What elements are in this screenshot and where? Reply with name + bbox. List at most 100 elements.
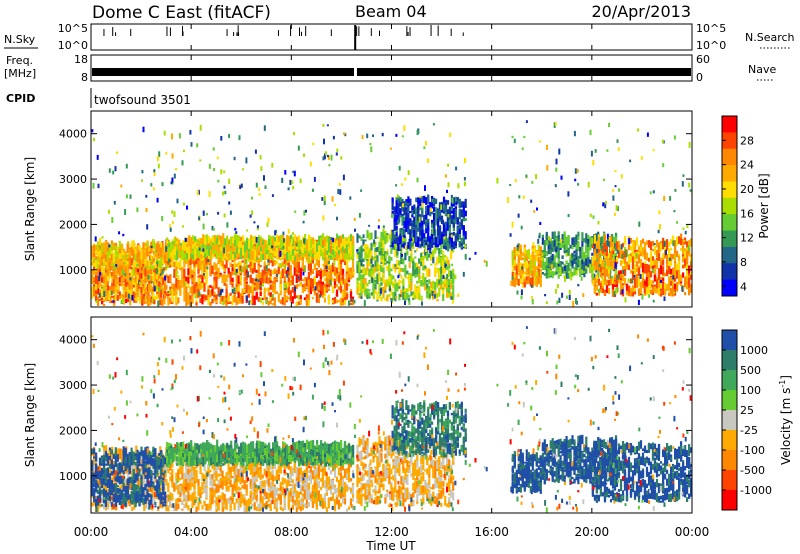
power-cell [603,291,607,295]
power-cell [438,231,442,240]
power-cell [412,258,415,264]
power-cell [595,253,598,259]
power-cell [609,244,613,254]
power-cell [301,287,304,293]
power-cell [237,282,240,290]
power-cell [295,262,298,271]
power-cell [545,234,548,241]
power-cell [309,270,312,276]
power-cell [248,253,251,259]
power-cell [444,242,448,250]
power-cell [641,263,645,270]
power-cell [112,243,115,251]
power-cell [284,252,287,256]
power-cell [427,228,430,238]
power-cell [603,258,607,262]
power-cell [458,231,461,240]
power-cell [215,294,218,300]
power-cell [571,271,574,277]
power-cell [169,258,172,267]
power-cell [454,208,457,218]
power-cell [128,283,131,290]
power-cell [456,217,459,222]
power-cell [294,240,297,246]
power-cell [95,290,98,295]
power-cell [210,254,213,259]
power-cell [193,273,196,281]
power-cell [332,237,335,247]
power-cell [429,208,432,217]
power-cell [345,294,349,300]
power-cell [176,245,179,251]
power-cell [395,228,398,237]
power-cell [253,267,256,273]
power-cell [611,257,615,267]
power-cell [553,262,556,268]
power-cell [450,215,453,225]
power-cell [122,255,125,260]
power-cell [615,257,619,262]
power-cell [172,241,175,245]
power-cell [140,283,143,291]
power-cell [148,283,151,293]
power-cell [171,259,174,267]
power-cell [442,281,445,285]
power-cell [452,285,455,291]
power-cell [246,250,249,259]
power-cell [305,287,308,290]
power-cell [126,253,129,260]
power-cell [341,268,345,272]
power-cell [391,211,394,215]
power-cell [397,236,400,242]
power-cell [93,254,96,258]
power-cell [601,273,604,276]
power-cell [333,297,337,304]
power-cell [425,205,428,214]
power-cell [140,289,143,296]
power-cell [417,197,420,204]
beam-label: Beam 04 [355,2,427,21]
power-cell [386,279,389,287]
power-cell [166,253,169,260]
power-cell [621,265,625,274]
power-cell [392,283,395,287]
power-cell [607,252,611,259]
power-cell [242,249,245,254]
power-cell [613,277,617,281]
power-cell [116,260,119,268]
power-cell [299,299,302,305]
power-cell [112,267,115,277]
power-cell [106,274,109,283]
power-cell [153,298,156,305]
power-cell [362,258,365,262]
power-cell [621,273,625,282]
power-cell [446,292,449,298]
power-cell [225,288,228,295]
power-cell [191,271,194,275]
power-cell [452,209,455,212]
power-cell [248,248,251,253]
power-cell [416,248,419,251]
power-cell [120,270,123,277]
power-cell [382,245,385,255]
power-cell [316,251,319,259]
power-cell [431,223,434,228]
power-cell [150,285,153,290]
power-cell [611,289,615,297]
power-cell [197,275,200,278]
power-cell [204,252,207,258]
power-cell [322,251,325,258]
power-cell [401,203,404,212]
power-cell [380,240,383,247]
power-cell [404,293,407,298]
power-cell [327,288,330,291]
power-cell [260,253,263,261]
power-cell [424,277,427,285]
power-cell [641,280,645,287]
power-cell [243,267,246,276]
power-cell [521,257,524,261]
power-cell [631,263,635,269]
power-cell [341,238,345,247]
power-cell [101,277,104,283]
power-cell [307,261,310,269]
